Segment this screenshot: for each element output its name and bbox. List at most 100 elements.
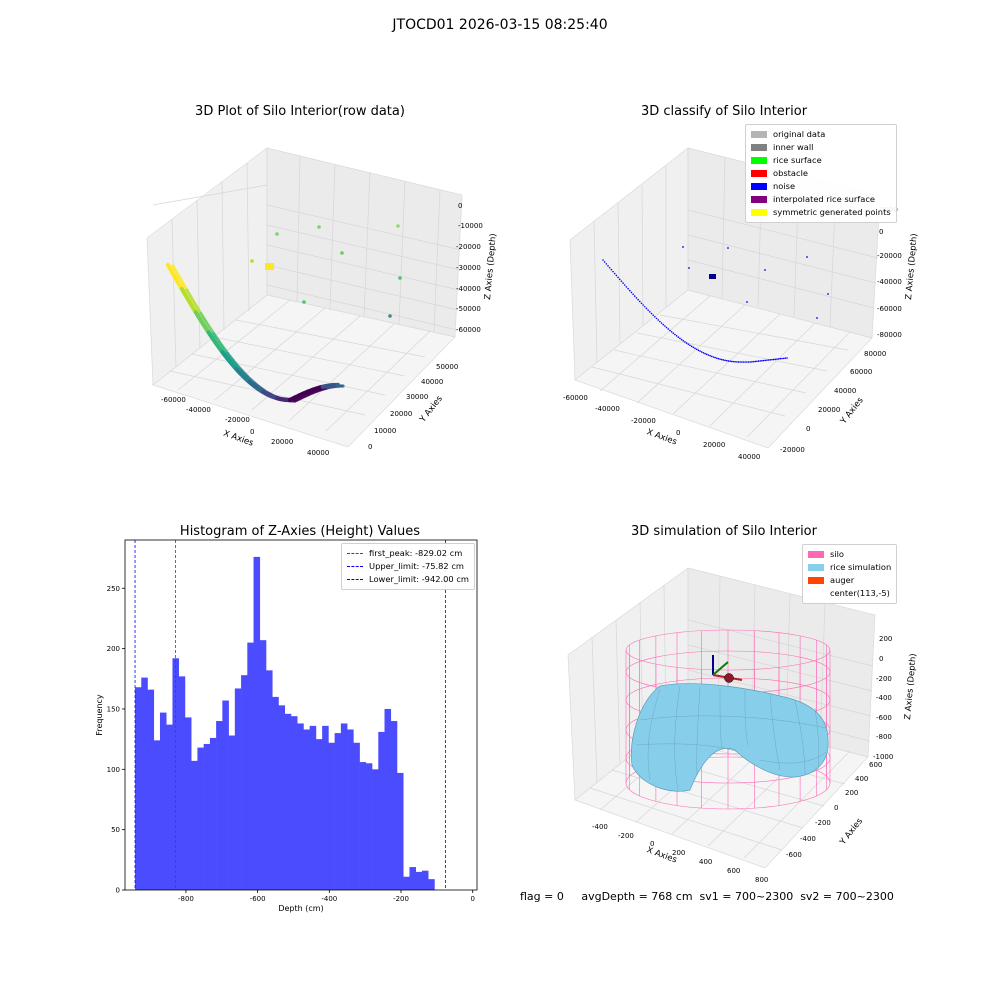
classified-x-label: X Axies [645,427,678,447]
sim-x-tick: -200 [618,832,634,840]
noise-point [685,342,688,344]
noise-point [769,359,772,361]
noise-point [746,361,748,363]
noise-point [749,361,751,363]
legend-label: rice simulation [830,562,892,572]
y-tick-label: 0 [116,887,120,895]
sim-z-tick: -200 [876,675,892,683]
histogram-bar [372,769,379,890]
raw-point-cluster [265,263,274,270]
legend-item: inner wall [751,141,891,154]
histogram-bar [365,763,373,890]
histogram-bar [166,724,173,890]
noise-point [680,338,683,341]
histogram-bar [340,723,348,890]
figure-title: JTOCD01 2026-03-15 08:25:40 [392,17,608,33]
histogram-bar [178,676,186,890]
legend-label: symmetric generated points [773,207,891,217]
raw-floor-pane [152,294,456,448]
histogram-bar [266,670,273,890]
noise-point [628,289,631,292]
legend-label: auger [830,575,855,585]
noise-point [719,358,721,360]
legend-item: original data [751,128,891,141]
sim-x-tick: 400 [699,858,712,866]
noise-point [742,361,745,363]
legend-line [347,553,363,554]
noise-point [645,307,648,310]
histogram-bar [428,879,435,890]
noise-point [744,361,746,363]
histogram-legend: first_peak: -829.02 cm Upper_limit: -75.… [341,543,475,590]
raw-z-tick: -60000 [456,326,481,334]
classified-z-tick: -60000 [877,305,902,313]
histogram-bar [135,687,142,890]
classified-legend: original data inner wall rice surface ob… [745,124,897,223]
noise-point [633,295,636,297]
legend-item: first_peak: -829.02 cm [347,547,469,560]
noise-point [689,344,691,347]
raw-y-ticks: 0 10000 20000 30000 40000 50000 [368,363,458,451]
noise-point [647,309,649,311]
histogram-bar [378,731,385,890]
noise-point [622,282,624,284]
histogram-bar [322,725,329,890]
auger-center [724,673,734,683]
noise-point [627,287,629,290]
raw-point [250,259,254,263]
noise-point [639,300,641,303]
histogram-bar [272,696,279,890]
legend-swatch [751,209,767,216]
noise-point [754,360,757,363]
noise-point [665,326,668,329]
noise-point [618,278,621,281]
classified-z-tick: -40000 [877,278,902,286]
sim-y-tick: -600 [786,851,802,859]
histogram-bar [153,740,161,890]
noise-point [692,346,695,349]
histogram-bar [384,708,392,890]
wall-point [341,384,345,388]
x-tick-label: -600 [250,895,266,903]
raw-x-ticks: -60000 -40000 -20000 0 20000 40000 [161,396,329,457]
noise-point [657,319,659,321]
noise-point [737,361,740,363]
noise-point [682,339,685,342]
noise-point [751,361,753,363]
noise-point [654,315,656,318]
histogram-bar [409,867,417,890]
classified-x-tick: 20000 [703,441,725,449]
wall-point [335,382,341,388]
noise-point [700,351,703,353]
histogram-bar [172,658,179,890]
noise-point [632,293,634,296]
legend-item: Upper_limit: -75.82 cm [347,560,469,573]
raw-point [302,300,306,304]
simulation-3d-axes [567,567,876,869]
noise-point [767,359,770,361]
noise-point [694,347,696,350]
raw-z-tick: -40000 [456,285,481,293]
legend-item: silo [808,548,891,561]
noise-point [720,358,723,361]
noise-point [707,354,710,356]
noise-point [704,352,706,355]
sim-z-tick: 0 [879,655,883,663]
noise-point [727,247,729,249]
noise-point [705,353,708,356]
histogram-bar [396,772,404,890]
noise-point [613,272,616,275]
legend-item: noise [751,180,891,193]
classified-z-tick: -20000 [877,252,902,260]
raw-y-tick: 10000 [374,427,396,435]
histogram-panel-title: Histogram of Z-Axies (Height) Values [179,524,421,539]
noise-point [774,358,777,361]
legend-swatch [808,551,824,558]
noise-point [672,332,675,334]
raw-point [398,276,402,280]
classified-y-tick: 0 [806,425,810,433]
noise-point [640,302,643,305]
histogram-bar [415,871,423,890]
raw-point [396,224,400,228]
raw-x-tick: -20000 [225,416,250,424]
